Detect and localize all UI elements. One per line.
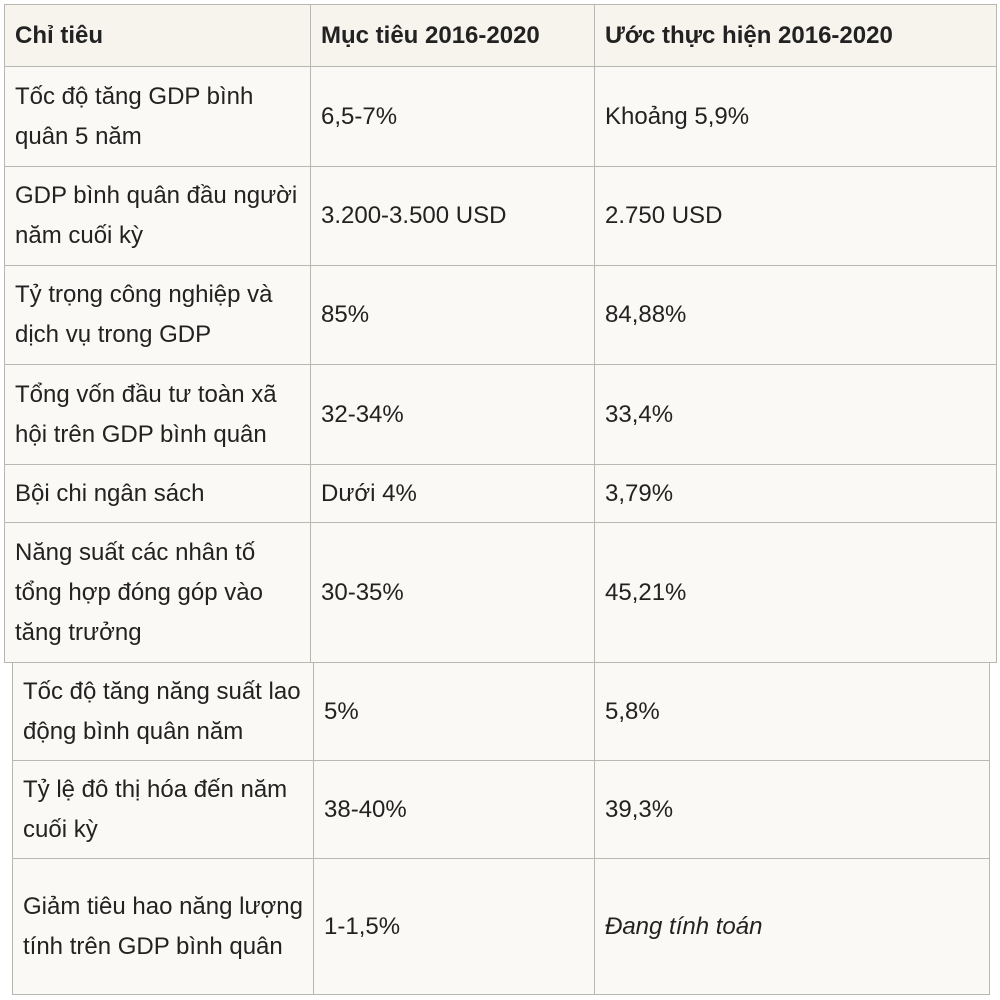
indicator-cell: Tổng vốn đầu tư toàn xã hội trên GDP bìn… — [4, 364, 311, 465]
estimate-cell: Khoảng 5,9% — [594, 66, 997, 167]
indicators-table-top: Chỉ tiêu Mục tiêu 2016-2020 Ước thực hiệ… — [4, 4, 997, 663]
indicator-cell: Tốc độ tăng năng suất lao động bình quân… — [12, 662, 314, 761]
table-row: Giảm tiêu hao năng lượng tính trên GDP b… — [12, 858, 990, 995]
target-cell: 32-34% — [310, 364, 595, 465]
indicator-cell: Bội chi ngân sách — [4, 464, 311, 523]
estimate-text: Đang tính toán — [605, 912, 763, 940]
estimate-cell: 39,3% — [594, 760, 990, 859]
estimate-cell: Đang tính toán — [594, 858, 990, 995]
target-cell: 85% — [310, 265, 595, 365]
target-cell: 3.200-3.500 USD — [310, 166, 595, 266]
estimate-cell: 45,21% — [594, 522, 997, 663]
table-row: Tỷ trọng công nghiệp và dịch vụ trong GD… — [4, 265, 997, 365]
table-row: Năng suất các nhân tố tổng hợp đóng góp … — [4, 522, 997, 663]
indicator-cell: GDP bình quân đầu người năm cuối kỳ — [4, 166, 311, 266]
indicator-cell: Tỷ lệ đô thị hóa đến năm cuối kỳ — [12, 760, 314, 859]
table-row: Tỷ lệ đô thị hóa đến năm cuối kỳ 38-40% … — [12, 760, 990, 859]
indicator-cell: Tỷ trọng công nghiệp và dịch vụ trong GD… — [4, 265, 311, 365]
table-row: Tốc độ tăng năng suất lao động bình quân… — [12, 662, 990, 761]
estimate-cell: 2.750 USD — [594, 166, 997, 266]
estimate-cell: 33,4% — [594, 364, 997, 465]
header-indicator: Chỉ tiêu — [4, 4, 311, 67]
header-target: Mục tiêu 2016-2020 — [310, 4, 595, 67]
target-cell: 6,5-7% — [310, 66, 595, 167]
indicators-table-bottom: Tốc độ tăng năng suất lao động bình quân… — [12, 662, 990, 995]
indicator-cell: Tốc độ tăng GDP bình quân 5 năm — [4, 66, 311, 167]
target-cell: 30-35% — [310, 522, 595, 663]
indicator-cell: Giảm tiêu hao năng lượng tính trên GDP b… — [12, 858, 314, 995]
table-row: Tốc độ tăng GDP bình quân 5 năm 6,5-7% K… — [4, 66, 997, 167]
estimate-cell: 3,79% — [594, 464, 997, 523]
target-cell: 1-1,5% — [313, 858, 595, 995]
target-cell: 38-40% — [313, 760, 595, 859]
table-row: Tổng vốn đầu tư toàn xã hội trên GDP bìn… — [4, 364, 997, 465]
table-row: GDP bình quân đầu người năm cuối kỳ 3.20… — [4, 166, 997, 266]
table-header-row: Chỉ tiêu Mục tiêu 2016-2020 Ước thực hiệ… — [4, 4, 997, 67]
estimate-cell: 5,8% — [594, 662, 990, 761]
target-cell: Dưới 4% — [310, 464, 595, 523]
target-cell: 5% — [313, 662, 595, 761]
table-row: Bội chi ngân sách Dưới 4% 3,79% — [4, 464, 997, 523]
header-estimate: Ước thực hiện 2016-2020 — [594, 4, 997, 67]
indicator-cell: Năng suất các nhân tố tổng hợp đóng góp … — [4, 522, 311, 663]
estimate-cell: 84,88% — [594, 265, 997, 365]
